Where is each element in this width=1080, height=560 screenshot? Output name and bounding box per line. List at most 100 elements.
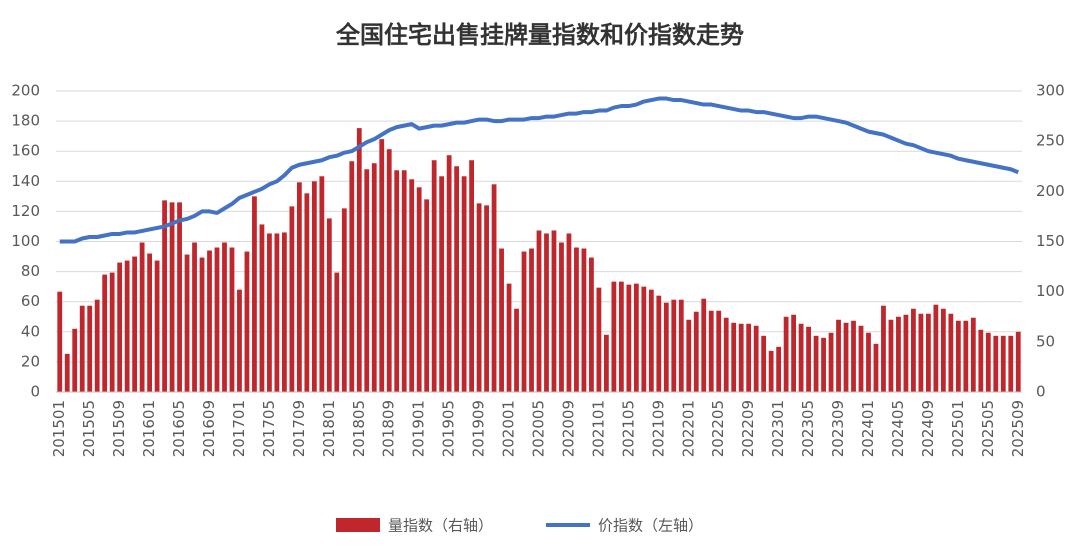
bar — [574, 247, 579, 392]
bar — [379, 139, 385, 392]
y2-tick-label: 150 — [1036, 232, 1065, 250]
bar — [259, 224, 265, 392]
x-tick-label: 202309 — [829, 400, 847, 457]
bar — [192, 242, 197, 392]
bar — [851, 320, 856, 392]
bar — [326, 218, 332, 392]
x-tick-label: 201809 — [380, 400, 398, 457]
bar — [716, 310, 722, 392]
y-tick-label: 60 — [21, 292, 40, 310]
bar — [1008, 335, 1014, 392]
bar — [798, 323, 804, 392]
bar — [431, 160, 437, 392]
bar — [678, 299, 684, 392]
x-tick-label: 202501 — [949, 400, 967, 457]
bar — [948, 313, 954, 392]
bar — [506, 283, 512, 392]
bar — [791, 314, 797, 392]
bar — [828, 332, 834, 392]
bar — [289, 206, 295, 392]
x-tick-label: 201609 — [200, 400, 218, 457]
bar — [162, 200, 167, 392]
bar — [970, 317, 976, 392]
bar — [581, 248, 587, 392]
bar — [648, 289, 654, 392]
bar — [252, 196, 257, 392]
y-tick-label: 40 — [21, 322, 40, 340]
bar — [416, 187, 422, 392]
line — [59, 96, 1020, 244]
y2-tick-label: 250 — [1036, 132, 1065, 150]
bar — [738, 323, 744, 392]
x-tick-label: 202105 — [619, 400, 637, 457]
bar — [761, 335, 767, 392]
bar — [446, 155, 452, 392]
x-tick-label: 201505 — [80, 400, 98, 457]
bar — [708, 310, 714, 392]
x-tick-label: 202201 — [679, 400, 697, 457]
bar — [514, 308, 519, 392]
bar — [821, 337, 826, 392]
bar — [341, 208, 347, 392]
bar — [109, 272, 115, 392]
x-tick-label: 202109 — [649, 400, 667, 457]
bar — [304, 193, 310, 392]
bar — [491, 184, 497, 392]
bar — [87, 305, 93, 392]
bar — [783, 316, 789, 392]
bar — [117, 262, 123, 392]
x-tick-label: 202001 — [500, 400, 518, 457]
bar — [394, 170, 400, 392]
x-tick-label: 202401 — [859, 400, 877, 457]
bar — [993, 335, 999, 392]
bar — [169, 202, 175, 392]
bar — [768, 350, 774, 392]
bar — [529, 248, 534, 392]
bar — [229, 247, 235, 392]
y2-tick-label: 100 — [1036, 282, 1065, 300]
bar — [641, 286, 647, 392]
bar — [334, 272, 340, 392]
bar — [925, 313, 931, 392]
bar — [386, 149, 392, 392]
bar — [873, 343, 879, 392]
bar — [364, 169, 370, 392]
y-tick-label: 80 — [21, 262, 40, 280]
bar — [559, 242, 564, 392]
bar — [866, 332, 871, 392]
x-tick-label: 201601 — [140, 400, 158, 457]
x-tick-label: 201801 — [320, 400, 338, 457]
bar — [267, 233, 272, 392]
y-tick-label: 120 — [11, 202, 40, 220]
bar — [940, 308, 946, 392]
bar — [1000, 335, 1006, 392]
bar — [746, 323, 752, 392]
bar — [124, 260, 130, 392]
bar — [207, 250, 212, 392]
bar — [888, 319, 894, 392]
bar — [836, 319, 841, 392]
bar — [806, 326, 811, 392]
bar — [102, 274, 108, 392]
bar — [424, 199, 430, 392]
legend-label: 价指数（左轴） — [598, 517, 703, 535]
bar — [753, 325, 759, 392]
x-tick-label: 201605 — [170, 400, 188, 457]
bar — [896, 316, 901, 392]
x-tick-label: 202301 — [769, 400, 787, 457]
bar — [693, 311, 699, 392]
bar — [199, 257, 205, 392]
x-tick-label: 202305 — [799, 400, 817, 457]
y-tick-label: 0 — [30, 383, 40, 401]
x-tick-label: 202005 — [530, 400, 548, 457]
bar — [843, 322, 849, 392]
bar — [356, 128, 362, 392]
bar — [296, 182, 302, 392]
bar — [723, 317, 729, 392]
bar — [177, 202, 182, 392]
bar — [57, 291, 63, 392]
bar — [499, 248, 504, 392]
y2-tick-label: 300 — [1036, 82, 1065, 100]
x-tick-label: 201805 — [350, 400, 368, 457]
